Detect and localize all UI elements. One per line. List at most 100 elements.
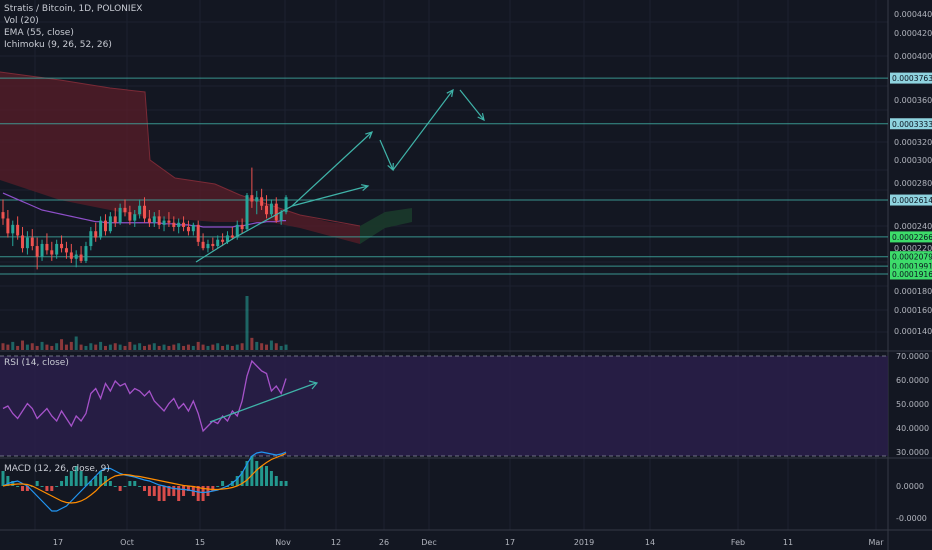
volume-bar: [108, 344, 112, 350]
candle-body: [211, 243, 215, 247]
volume-bars: [1, 296, 288, 350]
volume-bar: [182, 345, 186, 350]
macd-signal-line: [2, 452, 287, 504]
macd-histogram-bar: [94, 476, 98, 486]
macd-histogram-bar: [123, 486, 127, 487]
volume-bar: [64, 344, 68, 350]
volume-bar: [147, 344, 151, 350]
macd-histogram-bar: [143, 486, 147, 491]
legend-ema[interactable]: EMA (55, close): [4, 28, 74, 38]
time-tick-label: 26: [379, 538, 389, 547]
candle-body: [167, 220, 171, 223]
price-tick-label: 0.00016000: [894, 306, 932, 315]
volume-bar: [250, 337, 254, 350]
legend-macd[interactable]: MACD (12, 26, close, 9): [4, 464, 110, 474]
candle-body: [147, 218, 151, 223]
macd-histogram-bar: [206, 486, 210, 496]
macd-histogram-bar: [201, 486, 205, 501]
volume-bar: [206, 345, 210, 350]
candle-body: [84, 246, 88, 261]
volume-bar: [260, 343, 264, 350]
candle-body: [50, 250, 54, 255]
arrow-head: [365, 131, 374, 139]
candle-body: [99, 220, 103, 238]
volume-bar: [118, 344, 122, 350]
candle-body: [265, 205, 269, 215]
macd-histogram-bar: [21, 486, 25, 491]
price-tick-label: 0.00018000: [894, 287, 932, 296]
macd-histogram-bar: [274, 476, 278, 486]
rsi-tick-label: 50.0000: [896, 400, 929, 409]
volume-bar: [225, 344, 229, 350]
volume-bar: [177, 343, 181, 350]
volume-bar: [45, 344, 49, 350]
candle-body: [162, 220, 166, 225]
legend-volume[interactable]: Vol (20): [4, 16, 39, 26]
volume-bar: [216, 343, 220, 350]
candle-body: [79, 254, 83, 261]
volume-bar: [274, 343, 278, 350]
legend-rsi[interactable]: RSI (14, close): [4, 358, 69, 368]
price-axis[interactable]: 0.00044000 0.00042000 0.00040000 0.00036000…: [890, 10, 932, 523]
time-axis[interactable]: 17 Oct 15 Nov 12 26 Dec 17 2019 14 Feb 11 Mar: [53, 538, 884, 547]
candle-body: [113, 216, 117, 223]
macd-histogram-bar: [240, 471, 244, 486]
price-label-box: [890, 260, 932, 272]
price-label-box: [890, 72, 932, 84]
volume-bar: [79, 344, 83, 350]
candle-body: [123, 207, 127, 213]
macd-histogram-bar: [6, 476, 10, 486]
macd-histogram-bar: [74, 466, 78, 486]
time-tick-label: Oct: [120, 538, 134, 547]
volume-bar: [16, 345, 20, 350]
candle-body: [250, 195, 254, 202]
volume-bar: [235, 344, 239, 350]
candle-body: [216, 239, 220, 247]
candle-body: [269, 203, 273, 215]
candle-body: [45, 243, 49, 251]
volume-bar: [279, 345, 283, 350]
candle-body: [206, 243, 210, 249]
candle-body: [103, 220, 107, 232]
candle-body: [152, 216, 156, 223]
candlesticks: [1, 167, 288, 270]
macd-histogram-bar: [79, 471, 83, 486]
cloud-bearish: [0, 72, 360, 244]
arrow-head: [361, 184, 370, 192]
candle-body: [143, 205, 147, 219]
volume-bar: [50, 345, 54, 350]
legend-ichimoku[interactable]: Ichimoku (9, 26, 52, 26): [4, 40, 112, 50]
time-tick-label: Feb: [731, 538, 745, 547]
time-tick-label: Mar: [868, 538, 884, 547]
macd-histogram-bar: [108, 481, 112, 486]
volume-bar: [128, 341, 132, 350]
macd-histogram-bar: [25, 486, 29, 491]
volume-bar: [284, 344, 288, 350]
candle-body: [221, 239, 225, 242]
volume-bar: [211, 344, 215, 350]
volume-bar: [201, 344, 205, 350]
candle-body: [196, 224, 200, 242]
price-label-box: [890, 118, 932, 130]
candle-body: [245, 195, 249, 230]
trend-arrow: [291, 185, 369, 207]
macd-histogram-bar: [269, 471, 273, 486]
volume-bar: [157, 345, 161, 350]
volume-bar: [30, 343, 34, 350]
volume-bar: [74, 336, 78, 350]
time-tick-label: 17: [53, 538, 63, 547]
trend-arrow: [392, 89, 454, 171]
time-tick-label: 14: [645, 538, 655, 547]
candle-body: [191, 224, 195, 232]
candle-body: [235, 224, 239, 238]
macd-histogram-bar: [284, 481, 288, 486]
time-tick-label: 15: [195, 538, 205, 547]
candle-body: [284, 197, 288, 213]
volume-bar: [94, 344, 98, 350]
price-tick-label: 0.00042000: [894, 29, 932, 38]
candle-body: [274, 203, 278, 221]
macd-histogram-bar: [128, 481, 132, 486]
macd-histogram-bar: [147, 486, 151, 496]
volume-bar: [230, 345, 234, 350]
